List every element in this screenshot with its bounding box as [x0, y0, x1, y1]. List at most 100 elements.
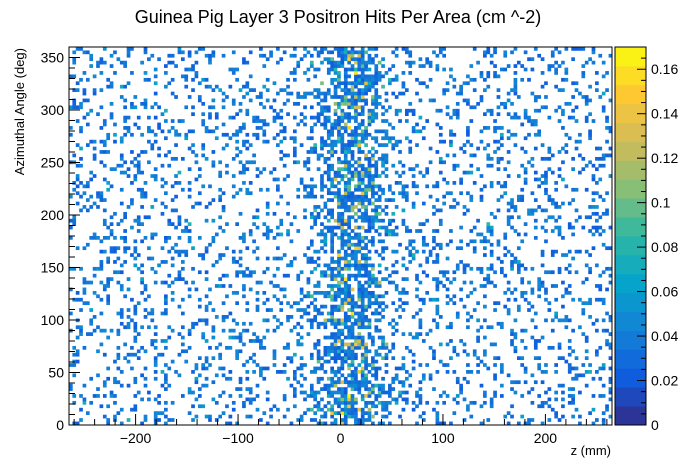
heatmap-cell [486, 239, 491, 244]
heatmap-cell [330, 249, 335, 254]
heatmap-cell [309, 187, 314, 192]
heatmap-cell [116, 356, 121, 361]
heatmap-cell [191, 246, 195, 251]
heatmap-cell [360, 177, 365, 182]
heatmap-cell [435, 229, 440, 233]
heatmap-cell [299, 308, 304, 312]
heatmap-cell [180, 394, 185, 398]
heatmap-cell [364, 132, 368, 137]
heatmap-cell [408, 139, 413, 144]
heatmap-cell [371, 383, 375, 388]
heatmap-cell [347, 67, 351, 72]
heatmap-cell [265, 232, 270, 237]
heatmap-cell [177, 253, 182, 257]
heatmap-cell [292, 136, 297, 141]
heatmap-cell [330, 177, 335, 182]
heatmap-cell [343, 129, 348, 134]
heatmap-cell [360, 74, 365, 79]
heatmap-cell [401, 332, 406, 336]
heatmap-cell [367, 294, 372, 299]
heatmap-cell [347, 101, 351, 106]
heatmap-cell [408, 242, 413, 247]
heatmap-cell [69, 363, 73, 367]
heatmap-cell [221, 318, 226, 323]
heatmap-cell [401, 277, 406, 281]
heatmap-cell [601, 411, 606, 415]
heatmap-cell [357, 266, 362, 271]
heatmap-cell [296, 321, 301, 326]
heatmap-cell [530, 400, 535, 405]
heatmap-cell [564, 184, 569, 189]
heatmap-cell [340, 64, 345, 68]
heatmap-cell [343, 260, 348, 264]
heatmap-cell [601, 363, 606, 367]
heatmap-cell [330, 273, 335, 278]
heatmap-cell [265, 201, 270, 206]
heatmap-cell [404, 88, 409, 92]
heatmap-cell [377, 383, 382, 388]
heatmap-cell [255, 208, 260, 213]
heatmap-cell [350, 345, 355, 350]
heatmap-cell [323, 184, 328, 189]
heatmap-cell [333, 225, 338, 230]
heatmap-cell [316, 407, 321, 412]
heatmap-cell [177, 277, 182, 281]
heatmap-cell [367, 363, 372, 367]
heatmap-cell [218, 160, 223, 165]
heatmap-cell [561, 397, 565, 402]
heatmap-cell [303, 397, 307, 402]
heatmap-cell [595, 167, 599, 172]
heatmap-cell [584, 215, 589, 220]
heatmap-cell [357, 263, 362, 268]
heatmap-cell [360, 215, 365, 220]
heatmap-cell [320, 136, 324, 141]
heatmap-cell [584, 277, 589, 281]
heatmap-cell [333, 218, 338, 223]
heatmap-cell [102, 414, 107, 419]
heatmap-cell [367, 177, 372, 182]
heatmap-cell [537, 277, 542, 281]
heatmap-cell [99, 139, 104, 144]
heatmap-cell [72, 57, 77, 62]
heatmap-cell [391, 198, 396, 202]
heatmap-cell [337, 222, 341, 226]
heatmap-cell [530, 208, 535, 213]
heatmap-cell [479, 270, 484, 275]
heatmap-cell [255, 126, 260, 130]
heatmap-cell [313, 88, 318, 92]
heatmap-cell [510, 290, 514, 295]
heatmap-cell [323, 126, 328, 130]
heatmap-cell [160, 177, 165, 182]
heatmap-cell [584, 60, 589, 65]
heatmap-cell [404, 198, 409, 202]
heatmap-cell [140, 191, 144, 196]
heatmap-cell [136, 187, 141, 192]
heatmap-cell [174, 156, 178, 161]
heatmap-cell [354, 342, 358, 347]
heatmap-cell [313, 390, 318, 395]
heatmap-cell [164, 84, 168, 89]
heatmap-cell [421, 242, 426, 247]
heatmap-cell [228, 115, 233, 120]
heatmap-cell [147, 139, 151, 144]
heatmap-cell [360, 122, 365, 127]
heatmap-cell [438, 139, 443, 144]
heatmap-cell [537, 129, 542, 134]
heatmap-cell [350, 335, 355, 340]
heatmap-cell [248, 339, 253, 343]
heatmap-cell [320, 174, 324, 178]
heatmap-cell [347, 205, 351, 209]
heatmap-cell [113, 394, 117, 398]
heatmap-cell [306, 407, 311, 412]
heatmap-cell [459, 246, 463, 251]
heatmap-cell [554, 71, 558, 75]
heatmap-cell [225, 163, 229, 168]
heatmap-cell [296, 91, 301, 96]
heatmap-cell [404, 50, 409, 55]
heatmap-cell [221, 301, 226, 306]
heatmap-cell [269, 53, 273, 58]
heatmap-cell [140, 222, 144, 226]
heatmap-cell [540, 105, 545, 110]
heatmap-cell [595, 81, 599, 86]
heatmap-cell [350, 67, 355, 72]
